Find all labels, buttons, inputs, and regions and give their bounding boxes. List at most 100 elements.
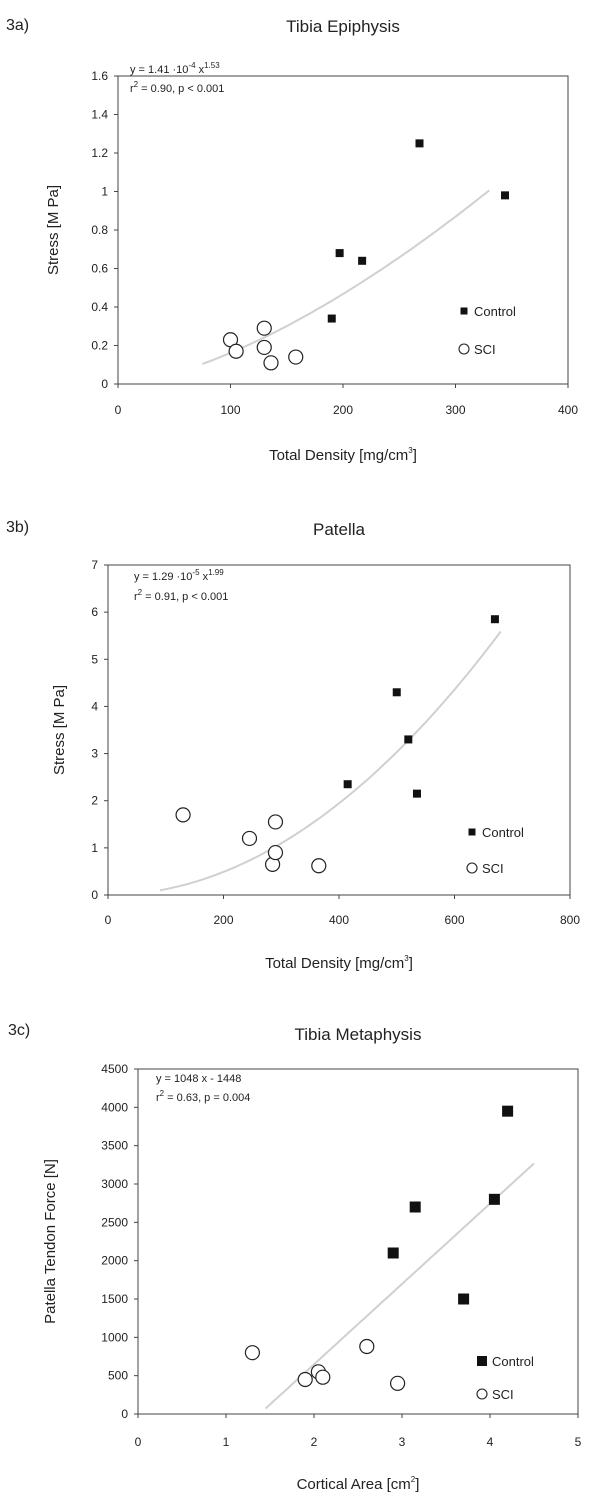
y-tick-label: 1000 <box>101 1330 128 1344</box>
sci-point <box>228 343 244 359</box>
legend-control-marker <box>477 1356 487 1366</box>
legend-label-control: Control <box>492 1354 534 1369</box>
legend-box <box>460 810 566 890</box>
control-point <box>358 256 367 265</box>
legend-box <box>452 288 566 366</box>
sci-point <box>241 830 258 847</box>
y-tick-label: 4500 <box>101 1062 128 1076</box>
y-tick-label: 1.6 <box>91 69 108 83</box>
y-tick-label: 0.4 <box>91 300 108 314</box>
y-tick-label: 4 <box>91 699 98 713</box>
control-point <box>409 1201 421 1213</box>
control-point <box>412 789 421 798</box>
x-tick-label: 4 <box>487 1435 494 1449</box>
x-tick-label: 400 <box>558 403 578 417</box>
panel-label: 3a) <box>6 17 29 34</box>
legend-control-marker <box>460 307 468 315</box>
control-point <box>387 1247 399 1259</box>
control-point <box>404 735 413 744</box>
control-point <box>501 191 509 200</box>
sci-point <box>256 339 272 356</box>
fit-equation: y = 1048 x - 1448 <box>156 1073 241 1085</box>
sci-point <box>267 844 284 861</box>
fit-statistics: r2 = 0.91, p < 0.001 <box>134 588 228 603</box>
x-tick-label: 800 <box>560 913 580 927</box>
control-point <box>327 314 336 323</box>
y-tick-label: 2 <box>91 794 98 808</box>
y-tick-label: 0.8 <box>91 223 108 237</box>
sci-point <box>315 1369 331 1385</box>
sci-point <box>244 1345 260 1361</box>
y-axis-label: Stress [M Pa] <box>51 685 68 775</box>
trendline <box>159 630 502 892</box>
y-tick-label: 6 <box>91 605 98 619</box>
trendline <box>202 189 490 365</box>
y-tick-label: 0.2 <box>91 339 108 353</box>
x-tick-label: 0 <box>115 403 122 417</box>
y-tick-label: 500 <box>108 1369 128 1383</box>
control-point <box>488 1193 500 1205</box>
sci-point <box>390 1375 406 1391</box>
sci-point <box>297 1371 313 1388</box>
chart-title: Tibia Epiphysis <box>286 17 400 36</box>
sci-point <box>267 814 284 830</box>
x-axis-label: Cortical Area [cm2] <box>297 1475 420 1493</box>
y-tick-label: 1.2 <box>91 146 108 160</box>
chart-panel-1: 3a) Tibia Epiphysis 0 100 200 300 400 0 0.2 0.4 0.… <box>6 17 578 464</box>
legend-label-sci: SCI <box>474 342 496 357</box>
x-axis-label: Total Density [mg/cm3] <box>265 954 413 972</box>
control-point <box>392 688 401 697</box>
y-tick-label: 3500 <box>101 1139 128 1153</box>
plot-area-frame <box>137 1068 579 1415</box>
y-tick-label: 2000 <box>101 1254 128 1268</box>
legend-sci-marker <box>476 1388 488 1400</box>
sci-point <box>359 1338 375 1355</box>
y-tick-label: 1500 <box>101 1292 128 1306</box>
legend-label-sci: SCI <box>482 861 504 876</box>
y-tick-label: 3000 <box>101 1177 128 1191</box>
sci-point <box>256 320 272 336</box>
x-tick-label: 0 <box>105 913 112 927</box>
y-tick-label: 3 <box>91 747 98 761</box>
y-tick-label: 0 <box>121 1407 128 1421</box>
y-tick-label: 5 <box>91 652 98 666</box>
control-point <box>335 249 344 258</box>
y-tick-label: 1 <box>101 185 108 199</box>
y-tick-label: 0 <box>91 888 98 902</box>
y-tick-label: 0 <box>101 377 108 391</box>
y-tick-label: 0.6 <box>91 262 108 276</box>
x-tick-label: 100 <box>220 403 240 417</box>
legend-sci-marker <box>466 862 478 874</box>
sci-point <box>311 858 327 874</box>
x-axis-label: Total Density [mg/cm3] <box>269 446 417 464</box>
legend-control-marker <box>468 828 476 836</box>
fit-statistics: r2 = 0.90, p < 0.001 <box>130 80 224 95</box>
control-point <box>343 780 352 789</box>
fit-statistics: r2 = 0.63, p = 0.004 <box>156 1089 250 1104</box>
fit-equation: y = 1.41 ·10-4 x1.53 <box>130 61 220 76</box>
y-tick-label: 2500 <box>101 1215 128 1229</box>
y-axis-label: Patella Tendon Force [N] <box>42 1159 59 1324</box>
sci-point <box>263 355 279 371</box>
x-tick-label: 200 <box>213 913 233 927</box>
x-tick-label: 300 <box>445 403 465 417</box>
sci-point <box>288 349 304 365</box>
x-tick-label: 2 <box>311 1435 318 1449</box>
legend-sci-marker <box>458 343 470 355</box>
x-tick-label: 400 <box>329 913 349 927</box>
x-tick-label: 200 <box>333 403 353 417</box>
legend-label-control: Control <box>482 825 524 840</box>
x-tick-label: 0 <box>135 1435 142 1449</box>
legend-label-sci: SCI <box>492 1387 514 1402</box>
chart-panel-2: 3b) Patella 0 200 400 600 800 0 1 2 3 4 5 6 7 Total Den… <box>6 519 580 972</box>
x-tick-label: 3 <box>399 1435 406 1449</box>
chart-panel-3: 3c) Tibia Metaphysis 0 1 2 3 4 5 0 500 1000 1500 200… <box>8 1022 582 1493</box>
control-point <box>490 615 499 624</box>
panel-label: 3b) <box>6 519 29 536</box>
y-tick-label: 4000 <box>101 1100 128 1114</box>
y-tick-label: 1 <box>91 841 98 855</box>
y-tick-label: 7 <box>91 558 98 572</box>
panel-label: 3c) <box>8 1022 30 1039</box>
